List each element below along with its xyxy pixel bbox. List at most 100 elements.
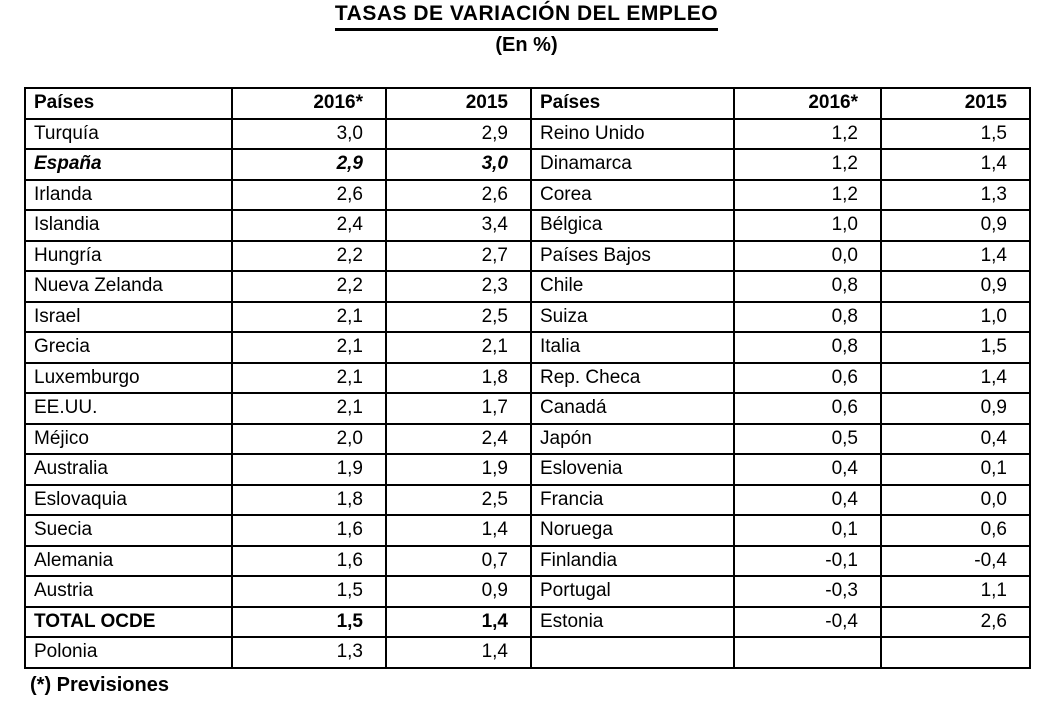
employment-variation-table: Países 2016* 2015 Países 2016* 2015 Turq…: [24, 87, 1031, 669]
value-2015-cell: 2,9: [385, 117, 532, 150]
value-2016-cell: 1,2: [733, 178, 882, 211]
value-2015-cell: 2,1: [385, 331, 532, 364]
country-cell: TOTAL OCDE: [24, 605, 233, 638]
page-title: TASAS DE VARIACIÓN DEL EMPLEO: [334, 2, 719, 31]
value-2016-cell: 0,8: [733, 331, 882, 364]
value-2015-cell: 1,4: [385, 514, 532, 547]
country-cell: Noruega: [530, 514, 735, 547]
country-cell: Dinamarca: [530, 148, 735, 181]
value-2016-cell: 1,2: [733, 148, 882, 181]
country-cell: Alemania: [24, 544, 233, 577]
country-cell: Austria: [24, 575, 233, 608]
value-2015-cell: 1,4: [880, 361, 1031, 394]
value-2016-cell: 0,6: [733, 361, 882, 394]
value-2016-cell: 1,6: [231, 544, 387, 577]
country-cell: Portugal: [530, 575, 735, 608]
value-2016-cell: 2,1: [231, 392, 387, 425]
value-2016-cell: 0,4: [733, 453, 882, 486]
value-2015-cell: 0,9: [385, 575, 532, 608]
country-cell: Eslovenia: [530, 453, 735, 486]
country-cell: Francia: [530, 483, 735, 516]
country-cell: Estonia: [530, 605, 735, 638]
country-cell: Suecia: [24, 514, 233, 547]
country-cell: Japón: [530, 422, 735, 455]
value-2016-cell: 0,1: [733, 514, 882, 547]
value-2015-cell: 1,4: [880, 148, 1031, 181]
table-row: Austria 1,5 0,9 Portugal -0,3 1,1: [24, 575, 1031, 608]
value-2015-cell: 2,5: [385, 483, 532, 516]
country-cell: Nueva Zelanda: [24, 270, 233, 303]
country-cell: Corea: [530, 178, 735, 211]
value-2015-cell: 1,8: [385, 361, 532, 394]
value-2016-cell: -0,4: [733, 605, 882, 638]
header-2016-right: 2016*: [733, 87, 882, 120]
table-row: Luxemburgo 2,1 1,8 Rep. Checa 0,6 1,4: [24, 361, 1031, 394]
page-subtitle: (En %): [495, 34, 558, 56]
value-2016-cell: 2,2: [231, 239, 387, 272]
value-2015-cell: 1,4: [385, 605, 532, 638]
value-2016-cell: 0,8: [733, 300, 882, 333]
value-2015-cell: 0,1: [880, 453, 1031, 486]
table-row: Grecia 2,1 2,1 Italia 0,8 1,5: [24, 331, 1031, 364]
header-2015-right: 2015: [880, 87, 1031, 120]
value-2015-cell: 3,0: [385, 148, 532, 181]
value-2015-cell: 3,4: [385, 209, 532, 242]
value-2016-cell: 0,6: [733, 392, 882, 425]
country-cell: Méjico: [24, 422, 233, 455]
table-row: Méjico 2,0 2,4 Japón 0,5 0,4: [24, 422, 1031, 455]
value-2016-cell: -0,1: [733, 544, 882, 577]
value-2016-cell: 1,5: [231, 575, 387, 608]
country-cell: Rep. Checa: [530, 361, 735, 394]
table-row: España 2,9 3,0 Dinamarca 1,2 1,4: [24, 148, 1031, 181]
footnote: (*) Previsiones: [30, 674, 169, 696]
table-row: Australia 1,9 1,9 Eslovenia 0,4 0,1: [24, 453, 1031, 486]
country-cell: Islandia: [24, 209, 233, 242]
country-cell: Israel: [24, 300, 233, 333]
header-paises-right: Países: [530, 87, 735, 120]
value-2015-cell: 2,3: [385, 270, 532, 303]
value-2016-cell: 1,8: [231, 483, 387, 516]
value-2015-cell: 0,9: [880, 270, 1031, 303]
value-2015-cell: 0,9: [880, 209, 1031, 242]
value-2016-cell: 3,0: [231, 117, 387, 150]
value-2016-cell: 1,0: [733, 209, 882, 242]
value-2016-cell: 0,5: [733, 422, 882, 455]
country-cell: Irlanda: [24, 178, 233, 211]
country-cell: Finlandia: [530, 544, 735, 577]
value-2016-cell: 0,0: [733, 239, 882, 272]
value-2015-cell: 0,0: [880, 483, 1031, 516]
value-2016-cell: 0,4: [733, 483, 882, 516]
country-cell: Grecia: [24, 331, 233, 364]
value-2015-cell: 1,1: [880, 575, 1031, 608]
value-2015-cell: 0,9: [880, 392, 1031, 425]
value-2016-cell: 2,1: [231, 331, 387, 364]
table-row: Hungría 2,2 2,7 Países Bajos 0,0 1,4: [24, 239, 1031, 272]
value-2015-cell: 2,4: [385, 422, 532, 455]
country-cell: EE.UU.: [24, 392, 233, 425]
value-2015-cell: 2,6: [880, 605, 1031, 638]
country-cell: Luxemburgo: [24, 361, 233, 394]
value-2015-cell: 0,4: [880, 422, 1031, 455]
country-cell: Italia: [530, 331, 735, 364]
header-2015-left: 2015: [385, 87, 532, 120]
header-2016-left: 2016*: [231, 87, 387, 120]
title-block: TASAS DE VARIACIÓN DEL EMPLEO (En %): [0, 2, 1053, 57]
value-2016-cell: 2,1: [231, 300, 387, 333]
table-row: Nueva Zelanda 2,2 2,3 Chile 0,8 0,9: [24, 270, 1031, 303]
value-2016-cell: 2,2: [231, 270, 387, 303]
value-2015-cell: 2,5: [385, 300, 532, 333]
table-row: Israel 2,1 2,5 Suiza 0,8 1,0: [24, 300, 1031, 333]
country-cell: Canadá: [530, 392, 735, 425]
value-2015-cell: 1,5: [880, 331, 1031, 364]
value-2016-cell: 1,2: [733, 117, 882, 150]
table-row: TOTAL OCDE 1,5 1,4 Estonia -0,4 2,6: [24, 605, 1031, 638]
value-2015-cell: 1,7: [385, 392, 532, 425]
value-2015-cell: 1,0: [880, 300, 1031, 333]
value-2016-cell: 1,5: [231, 605, 387, 638]
value-2015-cell: 2,7: [385, 239, 532, 272]
value-2016-cell: 2,0: [231, 422, 387, 455]
value-2016-cell: 1,6: [231, 514, 387, 547]
value-2015-cell: 0,6: [880, 514, 1031, 547]
value-2016-cell: [733, 636, 882, 669]
